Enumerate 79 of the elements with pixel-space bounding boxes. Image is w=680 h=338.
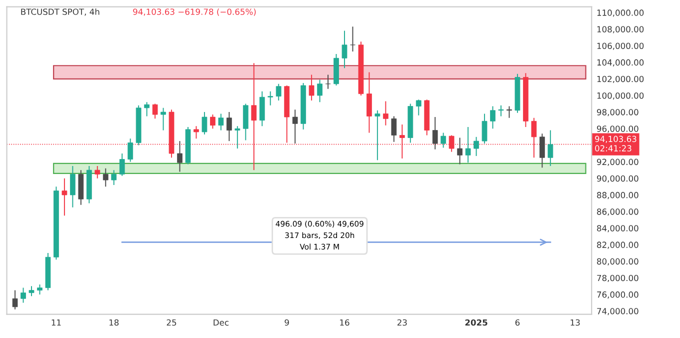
x-tick-label: 11 [52, 319, 61, 326]
candlestick [325, 74, 331, 90]
candlestick [20, 287, 26, 304]
y-tick-label: 84,000.00 [597, 225, 638, 232]
candlestick [144, 102, 150, 117]
candlestick [242, 103, 248, 141]
candlestick [37, 284, 42, 295]
candlestick [308, 74, 314, 101]
candlestick [498, 104, 504, 117]
candlestick [177, 140, 182, 172]
candlestick [202, 112, 208, 135]
candlestick [317, 79, 322, 103]
candlestick [391, 116, 397, 142]
y-tick-label: 88,000.00 [597, 192, 638, 200]
chart-title: BTCUSDT SPOT, 4h [21, 8, 100, 16]
text: 02:41:23 [595, 145, 632, 152]
candlestick [474, 136, 479, 156]
x-tick-label: 16 [340, 319, 350, 326]
x-tick-label: 6 [515, 319, 520, 326]
y-tick-label: 96,000.00 [596, 126, 638, 133]
y-tick-label: 92,000.00 [596, 158, 638, 166]
candlestick [383, 100, 388, 126]
candlestick [102, 168, 108, 188]
candlestick [234, 126, 240, 150]
candlestick [128, 138, 134, 162]
candlestick [548, 130, 554, 166]
candlestick [152, 103, 158, 120]
candlestick [457, 137, 462, 165]
y-tick-label: 90,000.00 [596, 175, 638, 183]
ref-line-label: 94,103.63 [595, 136, 636, 143]
y-tick-label: 86,000.00 [597, 208, 638, 216]
candlestick [268, 90, 274, 106]
y-tick-label: 80,000.00 [597, 258, 638, 266]
candlestick [210, 114, 216, 130]
x-tick-label: 2025 [465, 319, 488, 326]
x-tick-label: Dec [214, 319, 228, 326]
x-tick-label: 23 [397, 319, 407, 326]
candlestick [366, 72, 372, 134]
candlestick [94, 165, 100, 179]
candlestick [465, 126, 471, 164]
candlestick [226, 112, 232, 142]
y-tick-label: 82,000.00 [597, 242, 638, 249]
candlestick [194, 126, 199, 140]
y-tick-label: 110,000.00 [597, 10, 644, 17]
x-tick-label: 13 [570, 319, 580, 326]
candlestick [540, 133, 545, 168]
candlestick [482, 113, 488, 144]
x-tick-label: 18 [109, 319, 119, 326]
y-tick-label: 100,000.00 [597, 92, 644, 100]
candlestick [218, 113, 224, 131]
chart-subtitle: 94,103.63 −619.78 (−0.65%) [133, 8, 256, 16]
candlestick [490, 106, 496, 130]
candlestick [440, 132, 446, 148]
candlestick [62, 178, 68, 216]
candlestick [506, 106, 512, 118]
y-tick-label: 108,000.00 [597, 26, 644, 34]
candlestick [160, 107, 166, 131]
x-tick-label: 9 [284, 319, 289, 326]
candlestick [119, 153, 125, 176]
candlestick [432, 116, 438, 150]
y-tick-label: 76,000.00 [597, 291, 638, 299]
y-tick-label: 74,000.00 [597, 308, 638, 316]
candlestick [259, 90, 265, 127]
candlestick [12, 290, 18, 310]
candlestick [70, 165, 76, 208]
candlestick [350, 26, 356, 52]
candlestick [416, 99, 422, 116]
candlestick [276, 83, 282, 101]
candlestick [374, 110, 380, 161]
candlestick [28, 286, 34, 297]
y-tick-label: 106,000.00 [597, 42, 644, 50]
y-tick-label: 78,000.00 [597, 274, 638, 282]
y-tick-label: 104,000.00 [597, 59, 644, 66]
candlestick [292, 109, 298, 144]
candlestick [111, 170, 117, 186]
y-tick-label: 102,000.00 [597, 76, 644, 84]
candlestick [342, 30, 348, 69]
x-tick-label: 25 [166, 319, 176, 326]
y-tick-label: 98,000.00 [596, 109, 638, 116]
